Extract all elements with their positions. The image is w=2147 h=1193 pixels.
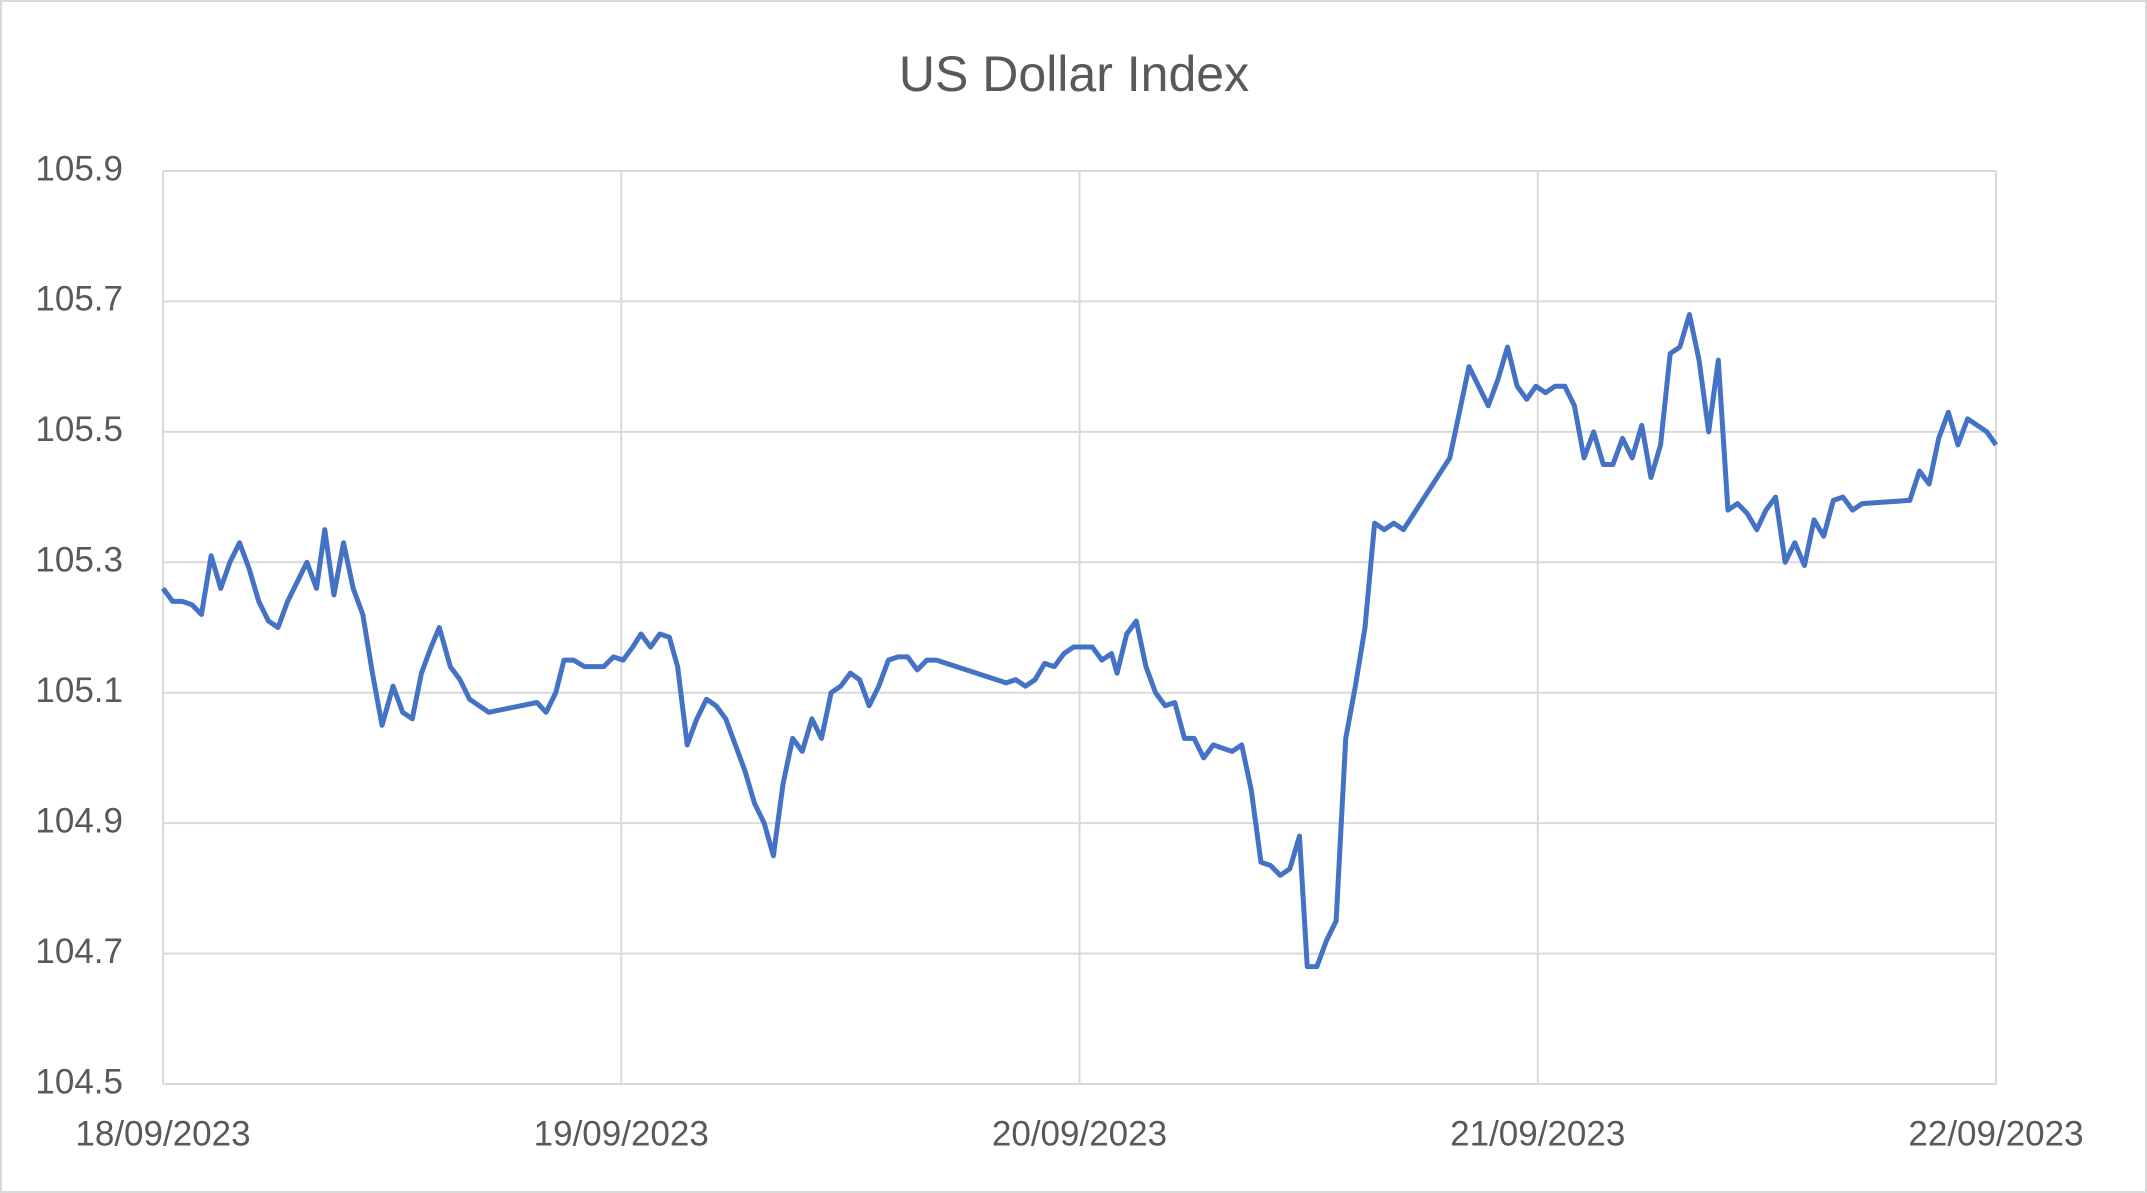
y-tick-label: 105.1 xyxy=(35,671,123,710)
chart-title: US Dollar Index xyxy=(899,46,1249,102)
y-tick-label: 105.7 xyxy=(35,280,123,319)
y-tick-label: 105.9 xyxy=(35,149,123,188)
x-tick-label: 21/09/2023 xyxy=(1450,1114,1625,1153)
x-tick-label: 22/09/2023 xyxy=(1908,1114,2083,1153)
y-tick-label: 105.5 xyxy=(35,410,123,449)
y-tick-label: 104.9 xyxy=(35,801,123,840)
x-tick-label: 20/09/2023 xyxy=(992,1114,1167,1153)
x-tick-label: 18/09/2023 xyxy=(75,1114,250,1153)
data-line xyxy=(160,311,1999,970)
y-tick-label: 104.5 xyxy=(35,1062,123,1101)
y-tick-label: 104.7 xyxy=(35,932,123,971)
y-tick-label: 105.3 xyxy=(35,541,123,580)
x-tick-label: 19/09/2023 xyxy=(534,1114,709,1153)
